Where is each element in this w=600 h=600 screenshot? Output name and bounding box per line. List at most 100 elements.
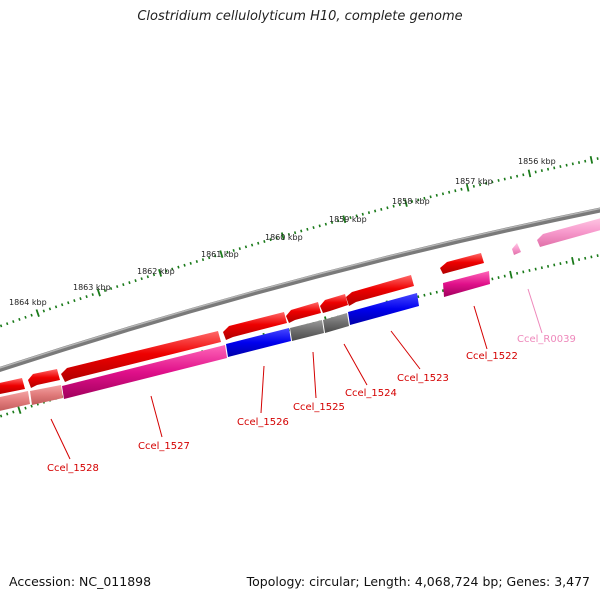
gene-arrow-1527-top[interactable] xyxy=(61,331,221,382)
outer-scale-minor-tick xyxy=(423,196,426,200)
outer-scale-minor-tick xyxy=(491,180,494,184)
outer-scale-minor-tick xyxy=(534,170,537,174)
outer-scale-major-tick xyxy=(589,155,594,164)
gene-label-1528[interactable]: Ccel_1528 xyxy=(47,463,99,474)
scale-label-1864: 1864 kbp xyxy=(9,298,47,307)
gene-block-edge[interactable] xyxy=(0,391,30,412)
scale-label-1863: 1863 kbp xyxy=(73,283,111,292)
outer-scale-minor-tick xyxy=(146,275,149,279)
outer-scale-minor-tick xyxy=(6,322,9,326)
outer-scale-minor-tick xyxy=(497,179,500,182)
outer-scale-minor-tick xyxy=(540,169,543,173)
inner-scale-minor-tick xyxy=(0,414,3,418)
outer-scale-minor-tick xyxy=(238,247,241,251)
outer-scale-minor-tick xyxy=(503,177,506,181)
gene-label-1522[interactable]: Ccel_1522 xyxy=(466,351,518,362)
leader-line-1522 xyxy=(473,305,488,350)
inner-scale-minor-tick xyxy=(417,295,420,299)
outer-scale-minor-tick xyxy=(201,258,205,262)
scale-label-1861: 1861 kbp xyxy=(201,250,239,259)
outer-scale-minor-tick xyxy=(596,157,599,161)
inner-scale-minor-tick xyxy=(516,271,519,275)
rna-small-marker[interactable] xyxy=(512,243,521,255)
outer-scale-minor-tick xyxy=(293,231,297,235)
outer-scale-minor-tick xyxy=(361,212,364,216)
inner-scale-minor-tick xyxy=(540,266,543,270)
outer-scale-minor-tick xyxy=(454,189,457,193)
inner-scale-major-tick xyxy=(571,257,575,265)
outer-scale-minor-tick xyxy=(103,289,107,293)
inner-scale-minor-tick xyxy=(590,255,593,259)
outer-scale-minor-tick xyxy=(349,216,352,219)
gene-arrow-1528-top[interactable] xyxy=(28,369,60,388)
outer-scale-minor-tick xyxy=(195,260,198,263)
leader-line-R0039 xyxy=(527,288,543,334)
gene-label-1526[interactable]: Ccel_1526 xyxy=(237,417,289,428)
outer-scale-minor-tick xyxy=(60,303,64,307)
outer-scale-minor-tick xyxy=(269,238,272,242)
outer-scale-minor-tick xyxy=(478,183,482,187)
inner-scale-minor-tick xyxy=(491,277,494,281)
outer-scale-minor-tick xyxy=(546,167,550,171)
outer-scale-minor-tick xyxy=(42,309,46,313)
outer-scale-minor-tick xyxy=(85,295,88,299)
outer-scale-minor-tick xyxy=(429,195,432,199)
gene-label-1523[interactable]: Ccel_1523 xyxy=(397,373,449,384)
outer-scale-minor-tick xyxy=(571,162,574,166)
gene-arrow-1524-top[interactable] xyxy=(320,294,348,313)
outer-scale-minor-tick xyxy=(386,206,389,210)
inner-scale-minor-tick xyxy=(435,290,438,294)
gene-arrow-1523-top[interactable] xyxy=(346,275,414,306)
leader-line-1525 xyxy=(312,351,317,399)
outer-scale-minor-tick xyxy=(128,281,131,285)
backbone-highlight xyxy=(0,207,600,369)
inner-scale-minor-tick xyxy=(577,258,581,262)
outer-scale-minor-tick xyxy=(0,324,3,328)
outer-scale-minor-tick xyxy=(522,173,525,177)
gene-arrow-1522-top[interactable] xyxy=(440,253,484,274)
gene-label-1525[interactable]: Ccel_1525 xyxy=(293,402,345,413)
outer-scale-minor-tick xyxy=(67,301,70,305)
gene-arrow-1525-top[interactable] xyxy=(286,302,321,323)
outer-scale-minor-tick xyxy=(177,265,180,269)
gene-block-1523[interactable] xyxy=(348,293,419,325)
leader-line-1528 xyxy=(50,418,71,460)
inner-scale-minor-tick xyxy=(429,292,432,296)
gene-arrow-1526-top[interactable] xyxy=(223,312,287,340)
inner-scale-minor-tick xyxy=(6,412,9,416)
outer-scale-minor-tick xyxy=(207,256,211,260)
outer-scale-minor-tick xyxy=(485,181,488,185)
gene-label-R0039[interactable]: Ccel_R0039 xyxy=(517,334,576,345)
outer-scale-major-tick xyxy=(219,250,224,258)
outer-scale-major-tick xyxy=(96,288,101,297)
outer-scale-minor-tick xyxy=(324,222,327,226)
gene-label-1527[interactable]: Ccel_1527 xyxy=(138,441,190,452)
gene-arrow-R0039[interactable] xyxy=(537,217,600,247)
gene-block-1528[interactable] xyxy=(30,385,63,405)
gene-label-1524[interactable]: Ccel_1524 xyxy=(345,388,397,399)
outer-scale-minor-tick xyxy=(553,166,556,170)
outer-scale-minor-tick xyxy=(441,192,445,196)
outer-scale-minor-tick xyxy=(24,315,27,319)
outer-scale-minor-tick xyxy=(18,317,21,321)
gene-block-1522[interactable] xyxy=(443,271,490,297)
scale-label-1862: 1862 kbp xyxy=(137,267,175,276)
outer-scale-minor-tick xyxy=(312,226,315,230)
outer-scale-major-tick xyxy=(158,268,163,277)
outer-scale-minor-tick xyxy=(355,214,358,218)
gene-block-1525[interactable] xyxy=(290,320,324,341)
outer-scale-minor-tick xyxy=(565,163,568,167)
gene-block-1526[interactable] xyxy=(226,328,291,357)
outer-scale-minor-tick xyxy=(460,187,463,191)
gene-block-1527[interactable] xyxy=(62,345,227,399)
inner-scale-minor-tick xyxy=(497,276,500,279)
gene-block-1524[interactable] xyxy=(323,313,349,333)
scale-label-1858: 1858 kbp xyxy=(392,197,430,206)
gene-arrow-edge-top[interactable] xyxy=(0,378,25,395)
outer-scale-minor-tick xyxy=(214,254,217,258)
outer-scale-minor-tick xyxy=(30,313,33,317)
outer-scale-minor-tick xyxy=(134,279,137,283)
outer-scale-minor-tick xyxy=(584,159,587,163)
outer-scale-minor-tick xyxy=(73,299,76,303)
